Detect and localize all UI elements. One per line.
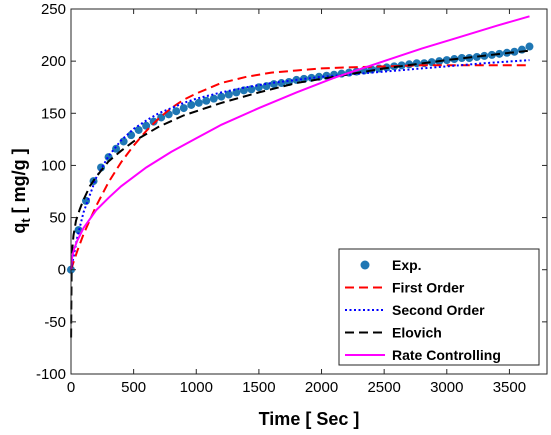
y-axis: -100 -50 0 50 100 150 200 250 [36, 1, 547, 383]
exp-data-point [239, 86, 248, 95]
exp-data-point [112, 144, 121, 153]
series-line-elovich [70, 49, 530, 338]
exp-data-point [187, 100, 196, 109]
x-tick-label: 2000 [305, 379, 338, 396]
x-tick-label: 3000 [430, 379, 463, 396]
x-tick-label: 0 [67, 379, 75, 396]
x-tick-label: 3500 [493, 379, 526, 396]
legend-label: First Order [392, 280, 465, 296]
series-line-rate-controlling [70, 15, 530, 270]
x-axis-title: Time [ Sec ] [259, 409, 360, 429]
y-tick-label: -50 [44, 314, 66, 331]
legend-label: Exp. [392, 257, 422, 273]
exp-data-point [179, 104, 188, 113]
plot-area [67, 15, 534, 338]
exp-data-point [299, 74, 308, 83]
y-tick-label: 200 [41, 53, 66, 70]
x-axis: 0 500 1000 1500 2000 2500 3000 3500 [67, 9, 526, 396]
y-axis-title-sub: t [18, 218, 33, 223]
exp-data-point [127, 131, 136, 140]
exp-data-point [217, 92, 226, 101]
x-tick-label: 1500 [242, 379, 275, 396]
exp-data-point [202, 96, 211, 105]
legend-label: Elovich [392, 325, 442, 341]
exp-data-point [442, 56, 451, 65]
legend-box [338, 248, 540, 366]
x-tick-label: 500 [121, 379, 146, 396]
y-tick-label: 0 [58, 262, 66, 279]
exp-data-point [194, 98, 203, 107]
exp-data-point [209, 94, 218, 103]
y-tick-label: 100 [41, 157, 66, 174]
exp-data-point [510, 47, 519, 56]
x-tick-label: 1000 [180, 379, 213, 396]
x-tick-label: 2500 [367, 379, 400, 396]
exp-data-point [119, 137, 128, 146]
exp-data-point [457, 54, 466, 63]
y-tick-label: -100 [36, 366, 66, 383]
exp-data-point [134, 125, 143, 134]
y-tick-label: 250 [41, 1, 66, 18]
y-tick-label: 50 [49, 210, 66, 227]
exp-data-point [472, 52, 481, 61]
exp-data-point [525, 42, 534, 51]
y-tick-label: 150 [41, 105, 66, 122]
y-axis-title-rest: [ mg/g ] [9, 148, 29, 218]
exp-data-point [427, 58, 436, 67]
exp-data-point [269, 80, 278, 89]
plot-frame [70, 8, 548, 375]
exp-data-point [172, 107, 181, 116]
exp-data-point [247, 85, 256, 94]
y-axis-title-main: q [9, 223, 29, 234]
legend: Exp. First Order Second Order Elovich Rate C… [338, 248, 540, 366]
exp-data-point [149, 117, 158, 126]
legend-marker [360, 260, 370, 270]
legend-label: Rate Controlling [392, 347, 501, 363]
y-axis-title: qt [ mg/g ] [9, 148, 33, 233]
legend-label: Second Order [392, 302, 485, 318]
exp-data-point [224, 90, 233, 99]
